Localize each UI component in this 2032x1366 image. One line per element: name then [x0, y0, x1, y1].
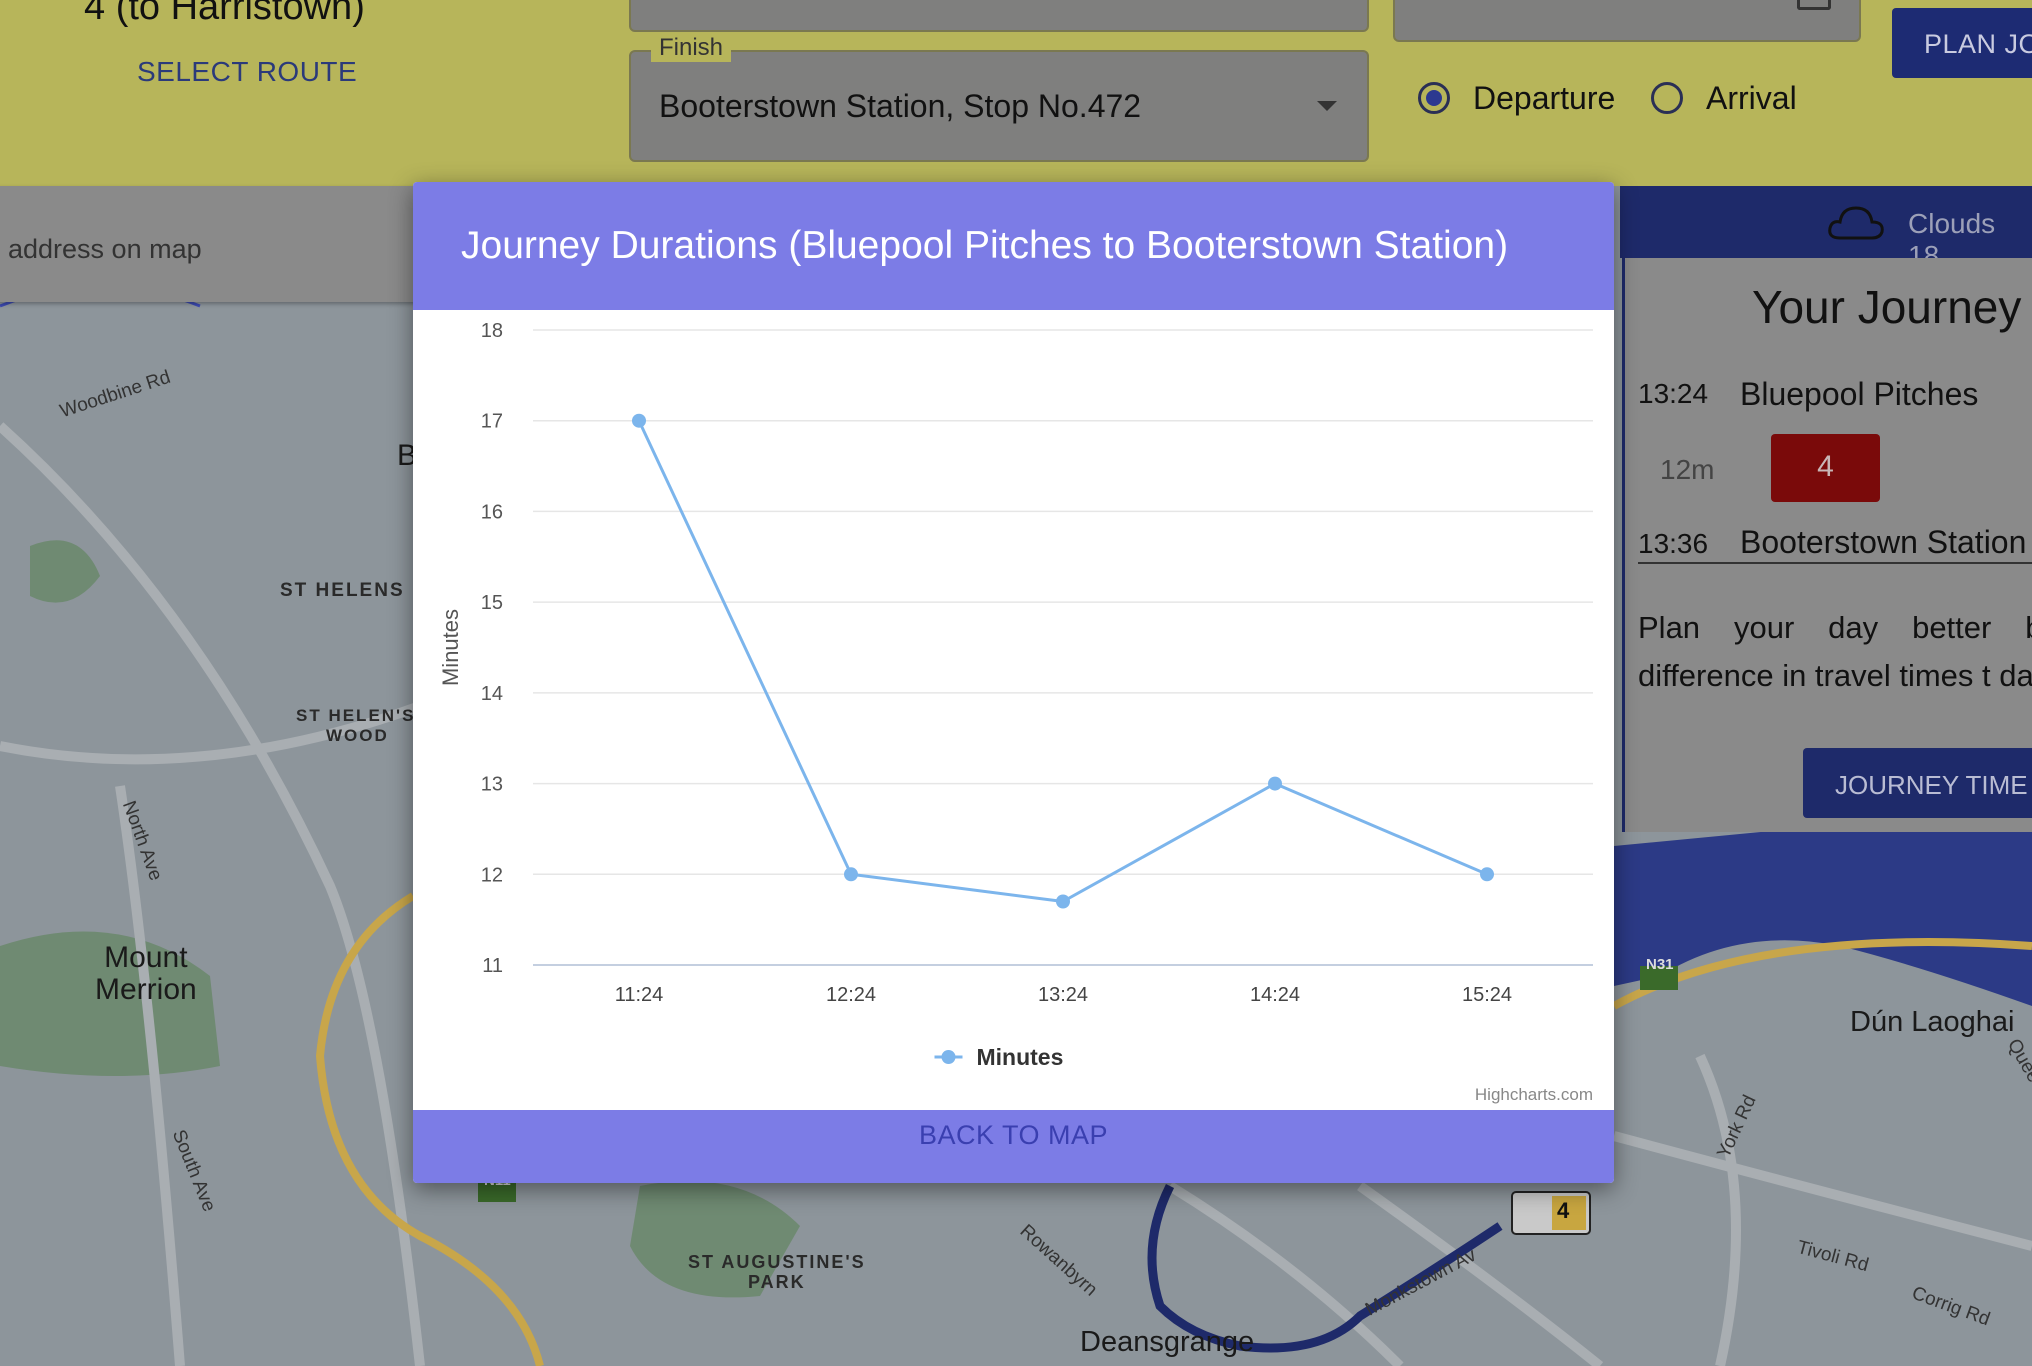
y-tick-label: 14 — [481, 683, 503, 705]
data-point — [1480, 867, 1494, 882]
finish-value[interactable]: Booterstown Station, Stop No.472 — [659, 88, 1142, 124]
map-label-mount-merrion: Mount Merrion — [95, 942, 197, 1006]
finish-field[interactable] — [629, 50, 1369, 162]
map-search-input[interactable]: address on map — [8, 234, 202, 264]
start-field[interactable] — [629, 0, 1369, 32]
end-stop: Booterstown Station — [1740, 524, 2027, 560]
map-town-line-2: Merrion — [95, 973, 197, 1006]
back-to-map-button[interactable]: BACK TO MAP — [918, 1120, 1109, 1150]
finish-label: Finish — [651, 34, 732, 62]
cloud-icon — [1828, 206, 1884, 240]
arrival-label[interactable]: Arrival — [1706, 80, 1797, 116]
x-tick-label: 11:24 — [615, 984, 664, 1006]
map-label-dun-laoghaire: Dún Laoghai — [1850, 1006, 2015, 1038]
y-tick-label: 16 — [481, 501, 503, 523]
departure-radio[interactable] — [1418, 82, 1450, 114]
modal-title: Journey Durations (Bluepool Pitches to B… — [461, 224, 1509, 267]
journey-duration-chart: 11 12 13 14 15 16 17 18 Minutes 11:24 12:24 13:24 14… — [438, 320, 1593, 1104]
legend-marker — [941, 1050, 956, 1064]
map-town-line-1: Mount — [104, 941, 188, 974]
y-tick-label: 12 — [481, 864, 503, 886]
map-label-n31: N31 — [1646, 956, 1674, 973]
journey-duration: 12m — [1660, 454, 1715, 485]
legend-label: Minutes — [977, 1044, 1064, 1070]
map-label-st-helens-wood-2: WOOD — [326, 726, 389, 745]
x-tick-label: 12:24 — [826, 984, 876, 1006]
y-tick-label: 11 — [482, 955, 503, 977]
start-stop: Bluepool Pitches — [1740, 376, 1979, 412]
y-tick-label: 15 — [481, 592, 503, 614]
journey-durations-modal: Journey Durations (Bluepool Pitches to B… — [413, 182, 1614, 1183]
calendar-icon[interactable] — [1797, 0, 1831, 10]
route-title: 4 (to Harristown) — [84, 0, 365, 28]
arrival-radio[interactable] — [1651, 82, 1683, 114]
journey-panel — [1622, 258, 2032, 832]
radio-selected-dot — [1426, 90, 1442, 106]
y-tick-label: 18 — [481, 320, 503, 342]
y-tick-label: 17 — [481, 411, 503, 433]
data-point — [844, 867, 858, 882]
map-label-deansgrange: Deansgrange — [1080, 1326, 1255, 1358]
divider — [1638, 562, 2032, 564]
x-tick-label: 13:24 — [1038, 984, 1088, 1006]
map-label-st-helens: ST HELENS — [280, 580, 405, 601]
data-point — [1056, 894, 1070, 909]
y-tick-label: 13 — [481, 774, 503, 796]
map-label-park: PARK — [748, 1272, 806, 1292]
chevron-down-icon[interactable] — [1317, 101, 1337, 111]
journey-times-button[interactable]: JOURNEY TIME — [1803, 748, 2032, 818]
journey-tip-text: Plan your day better by difference in tr… — [1638, 610, 2032, 693]
date-field[interactable] — [1393, 0, 1861, 42]
map-label-st-helens-wood: ST HELEN'S — [296, 706, 416, 725]
route-badge: 4 — [1771, 434, 1880, 502]
journey-title: Your Journey — [1752, 281, 2022, 333]
departure-label[interactable]: Departure — [1473, 80, 1616, 116]
weather-text: Clouds 18 — [1908, 208, 1996, 271]
modal-footer — [413, 1110, 1614, 1183]
y-axis-label: Minutes — [438, 609, 463, 686]
highcharts-credit: Highcharts.com — [1475, 1085, 1593, 1104]
bus-route-badge[interactable]: 4 — [1557, 1198, 1570, 1223]
map-label-b-partial: B — [397, 439, 418, 472]
select-route-link[interactable]: SELECT ROUTE — [137, 56, 358, 87]
data-point — [632, 413, 646, 428]
data-point — [1268, 776, 1282, 791]
weather-bar — [1620, 186, 2032, 258]
series-line — [637, 420, 1488, 903]
modal-header — [413, 182, 1614, 310]
start-time: 13:24 — [1638, 378, 1709, 409]
map-label-st-augustines: ST AUGUSTINE'S — [688, 1252, 866, 1272]
x-tick-label: 14:24 — [1250, 984, 1300, 1006]
plan-journey-button[interactable]: PLAN JO — [1892, 8, 2032, 78]
x-tick-label: 15:24 — [1462, 984, 1512, 1006]
end-time: 13:36 — [1638, 528, 1709, 559]
map-search-box[interactable] — [0, 186, 420, 302]
